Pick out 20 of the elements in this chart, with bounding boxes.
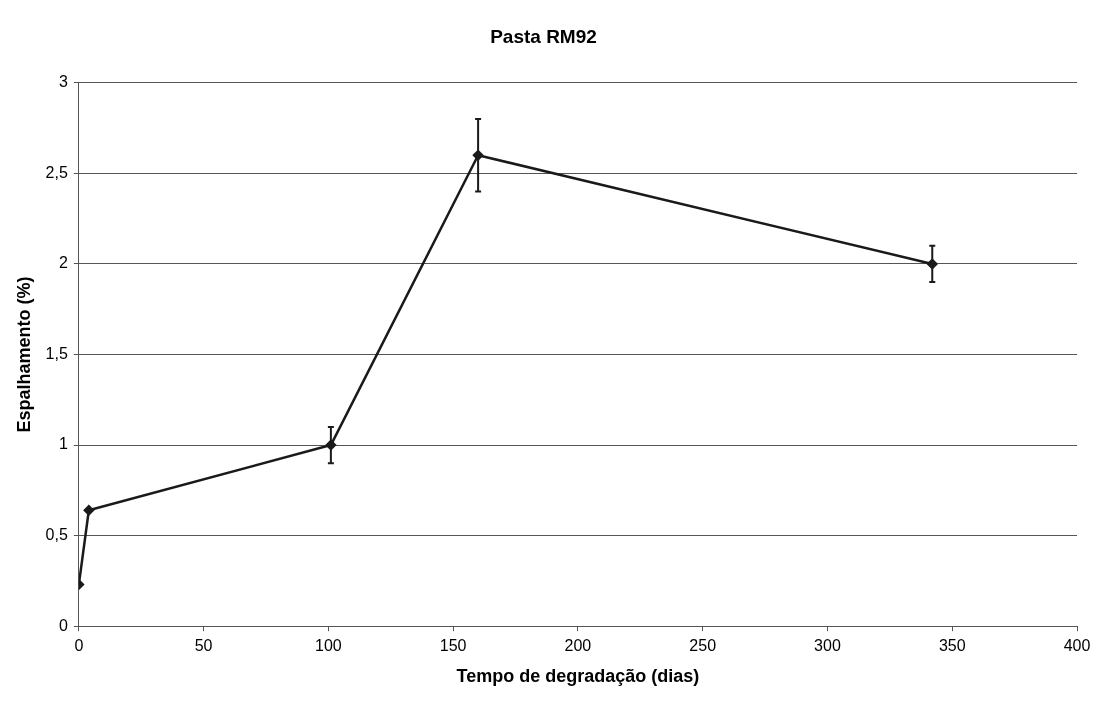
y-tick-label: 2 (58, 254, 68, 272)
y-axis-title: Espalhamento (%) (13, 276, 34, 433)
chart-title: Pasta RM92 (490, 25, 597, 47)
y-tick-label: 0,5 (45, 526, 68, 544)
y-tick-label: 2,5 (45, 163, 68, 181)
x-axis-title: Tempo de degradação (dias) (456, 666, 700, 687)
y-tick-label: 3 (58, 73, 68, 91)
y-tick-label: 1,5 (45, 344, 68, 362)
x-tick-label: 0 (74, 637, 84, 655)
x-tick-label: 400 (1063, 637, 1091, 655)
point (83, 505, 95, 516)
x-tick-label: 200 (564, 637, 592, 655)
x-tick-label: 300 (814, 637, 841, 655)
x-tick-label: 150 (439, 637, 467, 655)
x-tick-label: 250 (689, 637, 717, 655)
x-tick-label: 100 (315, 637, 342, 655)
y-tick-label: 0 (58, 616, 68, 634)
x-tick-label: 50 (194, 637, 213, 655)
x-tick-label: 350 (938, 637, 966, 655)
y-tick-label: 1 (58, 435, 68, 453)
